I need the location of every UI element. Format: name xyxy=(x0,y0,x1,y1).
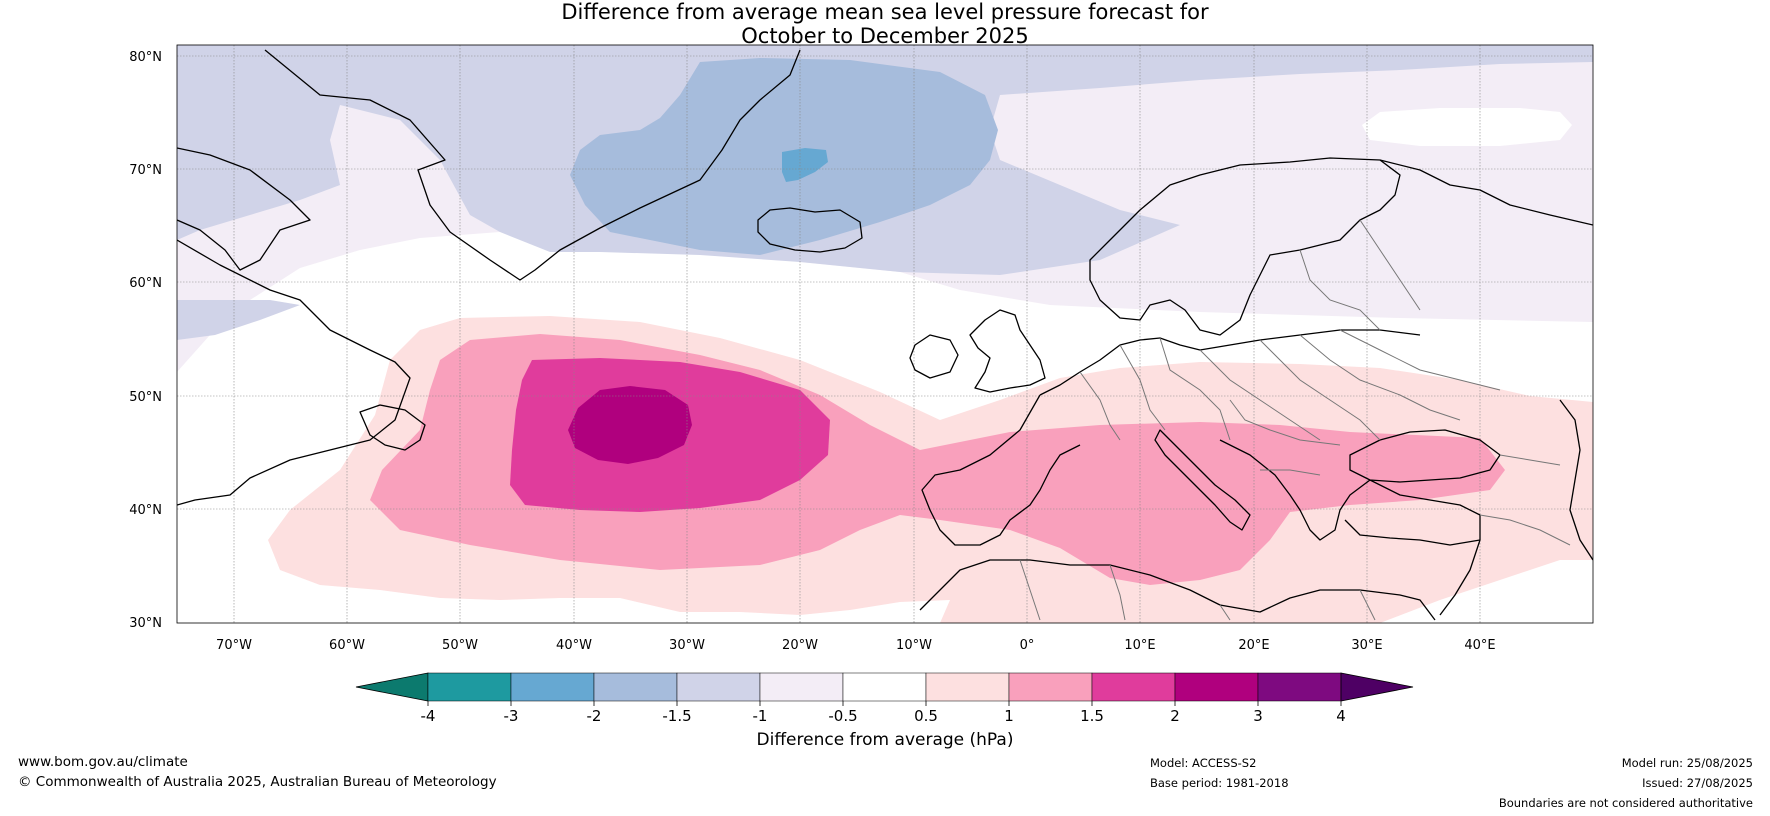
colorbar-tick-label: -0.5 xyxy=(828,707,857,725)
lat-label: 40°N xyxy=(129,503,162,518)
iceland-coast xyxy=(757,207,863,253)
model-run-text: Model run: 25/08/2025 xyxy=(1621,756,1753,770)
disclaimer-text: Boundaries are not considered authoritat… xyxy=(1498,796,1753,810)
title-line-2: October to December 2025 xyxy=(741,24,1029,48)
colorbar-tick-label: -2 xyxy=(587,707,602,725)
colorbar-tick-label: 0.5 xyxy=(914,707,938,725)
country-borders xyxy=(1019,219,1571,621)
italy-coast xyxy=(1154,429,1251,531)
colorbar-title: Difference from average (hPa) xyxy=(757,730,1014,750)
iberia-coast xyxy=(921,394,1081,546)
colorbar-tick-label: 2 xyxy=(1170,707,1180,725)
colorbar-swatch xyxy=(1257,672,1342,702)
colorbar-extend-low xyxy=(355,672,429,702)
lon-label: 40°W xyxy=(556,638,592,653)
labrador-coast xyxy=(177,239,411,506)
colorbar-swatch xyxy=(1174,672,1259,702)
anomaly-band-minus-1b xyxy=(177,300,300,340)
lon-label: 60°W xyxy=(329,638,365,653)
lat-label: 30°N xyxy=(129,616,162,631)
western-europe-coast xyxy=(1039,329,1421,396)
lat-label: 50°N xyxy=(129,390,162,405)
colorbar-tick-label: -3 xyxy=(504,707,519,725)
lon-label: 70°W xyxy=(216,638,252,653)
greenland-coast xyxy=(264,49,801,281)
ireland-coast xyxy=(909,334,959,379)
lon-label: 20°E xyxy=(1238,638,1269,653)
colorbar-swatch xyxy=(1008,672,1093,702)
north-russia-coast xyxy=(1379,159,1593,226)
lon-label: 50°W xyxy=(442,638,478,653)
colorbar-swatch xyxy=(427,672,512,702)
copyright-text: © Commonwealth of Australia 2025, Austra… xyxy=(18,774,497,790)
colorbar-tick-label: 1.5 xyxy=(1080,707,1104,725)
anomaly-band-plus-2 xyxy=(568,386,692,464)
balkans-coast xyxy=(1219,439,1371,541)
colorbar-swatch xyxy=(593,672,678,702)
lon-label: 20°W xyxy=(782,638,818,653)
lon-label: 40°E xyxy=(1464,638,1495,653)
caspian-coast xyxy=(1559,399,1593,561)
issued-text: Issued: 27/08/2025 xyxy=(1642,776,1753,790)
lon-label: 0° xyxy=(1020,638,1035,653)
colorbar-tick-label: -1 xyxy=(753,707,768,725)
colorbar-extend-high xyxy=(1340,672,1414,702)
colorbar-tick-label: -4 xyxy=(421,707,436,725)
levant-coast xyxy=(1439,539,1481,616)
lat-label: 80°N xyxy=(129,50,162,65)
lon-label: 10°W xyxy=(896,638,932,653)
colorbar: -4 -3 -2 -1.5 -1 -0.5 0.5 1 1.5 2 3 4 xyxy=(355,672,1414,725)
model-text: Model: ACCESS-S2 xyxy=(1150,756,1257,770)
colorbar-swatch xyxy=(759,672,844,702)
colorbar-tick-label: -1.5 xyxy=(662,707,691,725)
base-period-text: Base period: 1981-2018 xyxy=(1150,776,1289,790)
north-africa-coast xyxy=(919,559,1436,621)
website-text: www.bom.gov.au/climate xyxy=(18,754,188,770)
colorbar-swatch xyxy=(510,672,595,702)
great-britain-coast xyxy=(969,309,1046,393)
lat-label: 70°N xyxy=(129,163,162,178)
lon-label: 30°E xyxy=(1351,638,1382,653)
colorbar-tick-label: 3 xyxy=(1253,707,1263,725)
colorbar-tick-label: 1 xyxy=(1004,707,1014,725)
anomaly-band-minus-2 xyxy=(782,148,828,182)
colorbar-tick-label: 4 xyxy=(1336,707,1346,725)
colorbar-swatch xyxy=(676,672,761,702)
lat-label: 60°N xyxy=(129,276,162,291)
map-frame xyxy=(176,44,1594,624)
colorbar-swatch xyxy=(1091,672,1176,702)
graticule xyxy=(177,45,1593,623)
map-title: Difference from average mean sea level p… xyxy=(0,0,1770,48)
colorbar-swatch xyxy=(842,672,927,702)
anomaly-band-minus-0.5-far-north xyxy=(1362,108,1572,146)
baffin-coast xyxy=(177,147,311,271)
colorbar-swatch xyxy=(925,672,1010,702)
lon-label: 10°E xyxy=(1124,638,1155,653)
newfoundland-coast xyxy=(359,404,426,451)
lon-label: 30°W xyxy=(669,638,705,653)
title-line-1: Difference from average mean sea level p… xyxy=(561,0,1209,24)
